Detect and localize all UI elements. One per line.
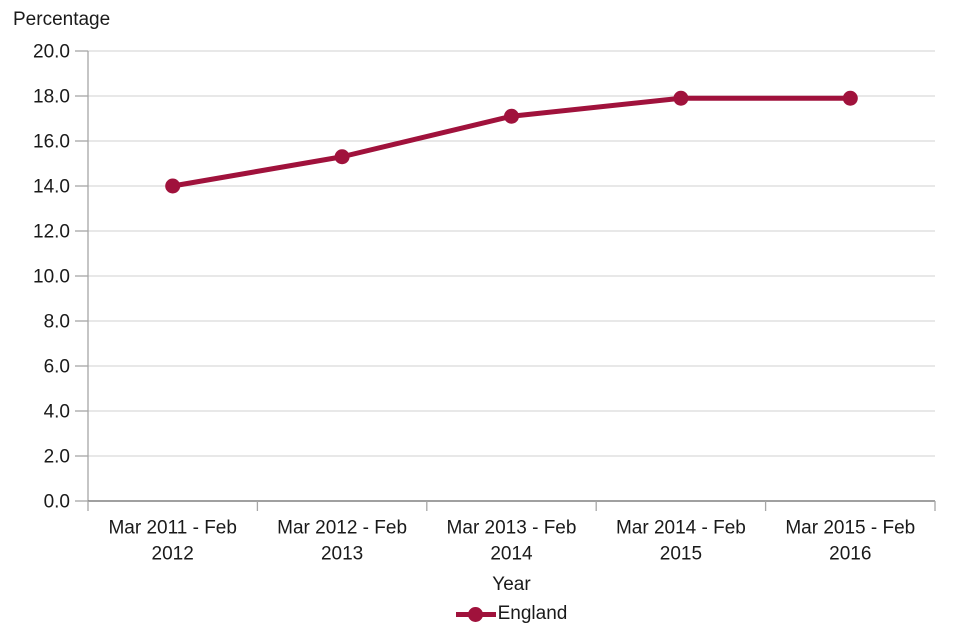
data-point	[165, 178, 181, 194]
x-tick-label: Mar 2015 - Feb 2016	[785, 518, 915, 565]
data-point	[334, 149, 350, 165]
y-tick-label: 4.0	[44, 402, 70, 423]
y-tick-label: 20.0	[33, 42, 70, 63]
y-tick-label: 16.0	[33, 132, 70, 153]
x-tick-label: Mar 2013 - Feb 2014	[447, 518, 577, 565]
x-axis-title: Year	[492, 574, 531, 595]
y-tick-label: 10.0	[33, 267, 70, 288]
x-tick-label: Mar 2011 - Feb 2012	[108, 518, 236, 565]
y-tick-label: 2.0	[44, 447, 70, 468]
y-axis-title: Percentage	[13, 9, 111, 30]
y-tick-label: 14.0	[33, 177, 70, 198]
legend-dot	[467, 606, 483, 622]
x-tick-label: Mar 2014 - Feb 2015	[616, 518, 746, 565]
y-tick-label: 6.0	[44, 357, 70, 378]
y-tick-label: 0.0	[44, 492, 70, 513]
data-point	[842, 90, 858, 106]
legend-series-label: England	[497, 603, 568, 624]
data-point	[673, 90, 689, 106]
x-tick-label: Mar 2012 - Feb 2013	[277, 518, 407, 565]
legend-line-marker-icon	[455, 606, 496, 622]
y-tick-label: 12.0	[33, 222, 70, 243]
legend: England	[88, 601, 935, 627]
data-point	[504, 108, 519, 124]
y-tick-label: 8.0	[44, 312, 70, 333]
y-tick-label: 18.0	[33, 87, 70, 108]
